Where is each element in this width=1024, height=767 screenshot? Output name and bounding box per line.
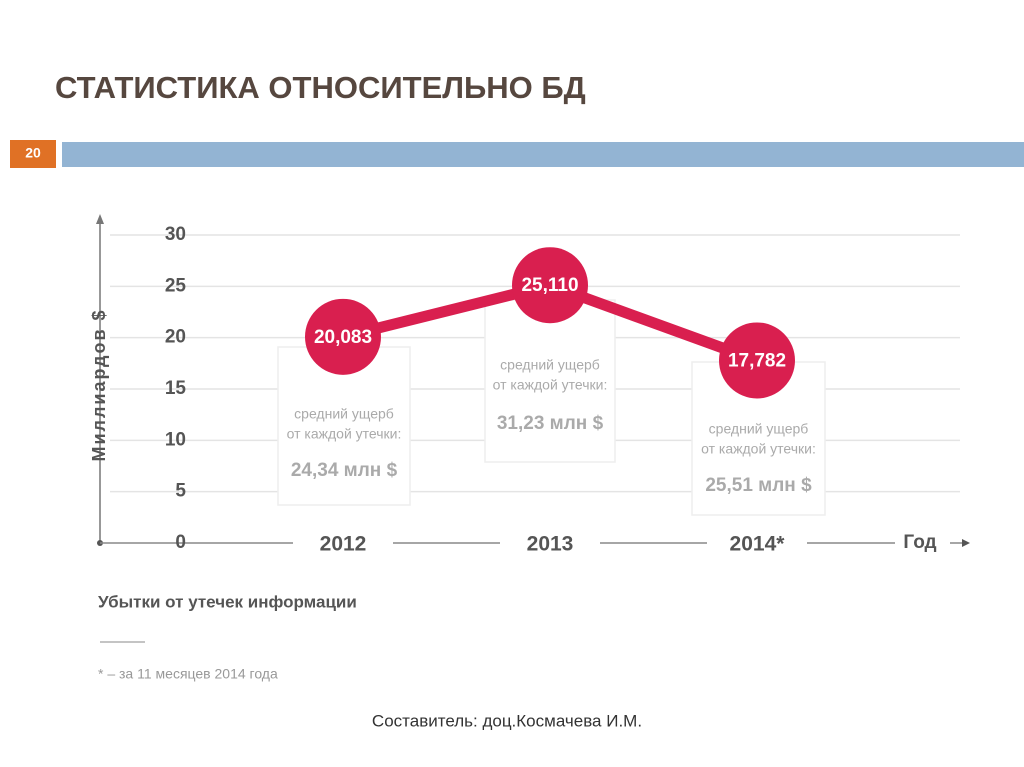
y-arrow — [96, 214, 104, 224]
x-label: Год — [903, 532, 936, 553]
x-tick-label: 2014* — [730, 533, 786, 556]
footnote: * – за 11 месяцев 2014 года — [98, 666, 278, 682]
y-tick-label: 5 — [175, 481, 186, 502]
y-tick-label: 20 — [165, 327, 186, 348]
data-point — [512, 247, 588, 324]
y-label: Миллиардов $ — [89, 308, 109, 461]
y-tick-label: 25 — [165, 275, 187, 296]
annotation-text: от каждой утечки: — [701, 441, 816, 457]
y-tick-label: 15 — [165, 378, 187, 399]
y-tick-label: 0 — [175, 532, 186, 553]
data-point — [719, 322, 795, 399]
annotation-text: от каждой утечки: — [493, 377, 608, 393]
slide-number-box — [10, 140, 56, 168]
annotation-amount: 25,51 млн $ — [705, 475, 812, 496]
annotation-text: от каждой утечки: — [287, 426, 402, 442]
data-point — [305, 298, 381, 375]
annotation-text: средний ущерб — [500, 357, 600, 373]
tick-bg — [707, 529, 807, 557]
header-bar — [62, 142, 1024, 167]
x-tick-label: 2013 — [527, 533, 574, 556]
x-arrow — [962, 539, 970, 547]
value-label: 17,782 — [728, 350, 786, 371]
tick-bg — [500, 529, 600, 557]
annotation-amount: 31,23 млн $ — [497, 413, 604, 434]
footer: Составитель: доц.Космачева И.М. — [372, 711, 642, 730]
y-tick-label: 30 — [165, 224, 186, 245]
tick-bg — [293, 529, 393, 557]
title: СТАТИСТИКА ОТНОСИТЕЛЬНО БД — [55, 70, 586, 105]
value-label: 25,110 — [521, 275, 578, 296]
caption: Убытки от утечек информации — [98, 592, 357, 611]
annotation-text: средний ущерб — [294, 406, 394, 422]
value-label: 20,083 — [314, 327, 372, 348]
annotation-box — [484, 299, 616, 463]
y-tick-label: 10 — [165, 429, 186, 450]
annotation-amount: 24,34 млн $ — [291, 460, 398, 481]
x-label-bg — [895, 529, 950, 557]
slide-number: 20 — [25, 145, 41, 161]
x-tick-label: 2012 — [320, 533, 367, 556]
annotation-text: средний ущерб — [709, 421, 809, 437]
